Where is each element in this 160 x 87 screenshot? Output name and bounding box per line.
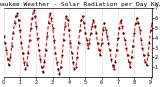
- Title: Milwaukee Weather - Solar Radiation per Day KW/m2: Milwaukee Weather - Solar Radiation per …: [0, 2, 160, 7]
